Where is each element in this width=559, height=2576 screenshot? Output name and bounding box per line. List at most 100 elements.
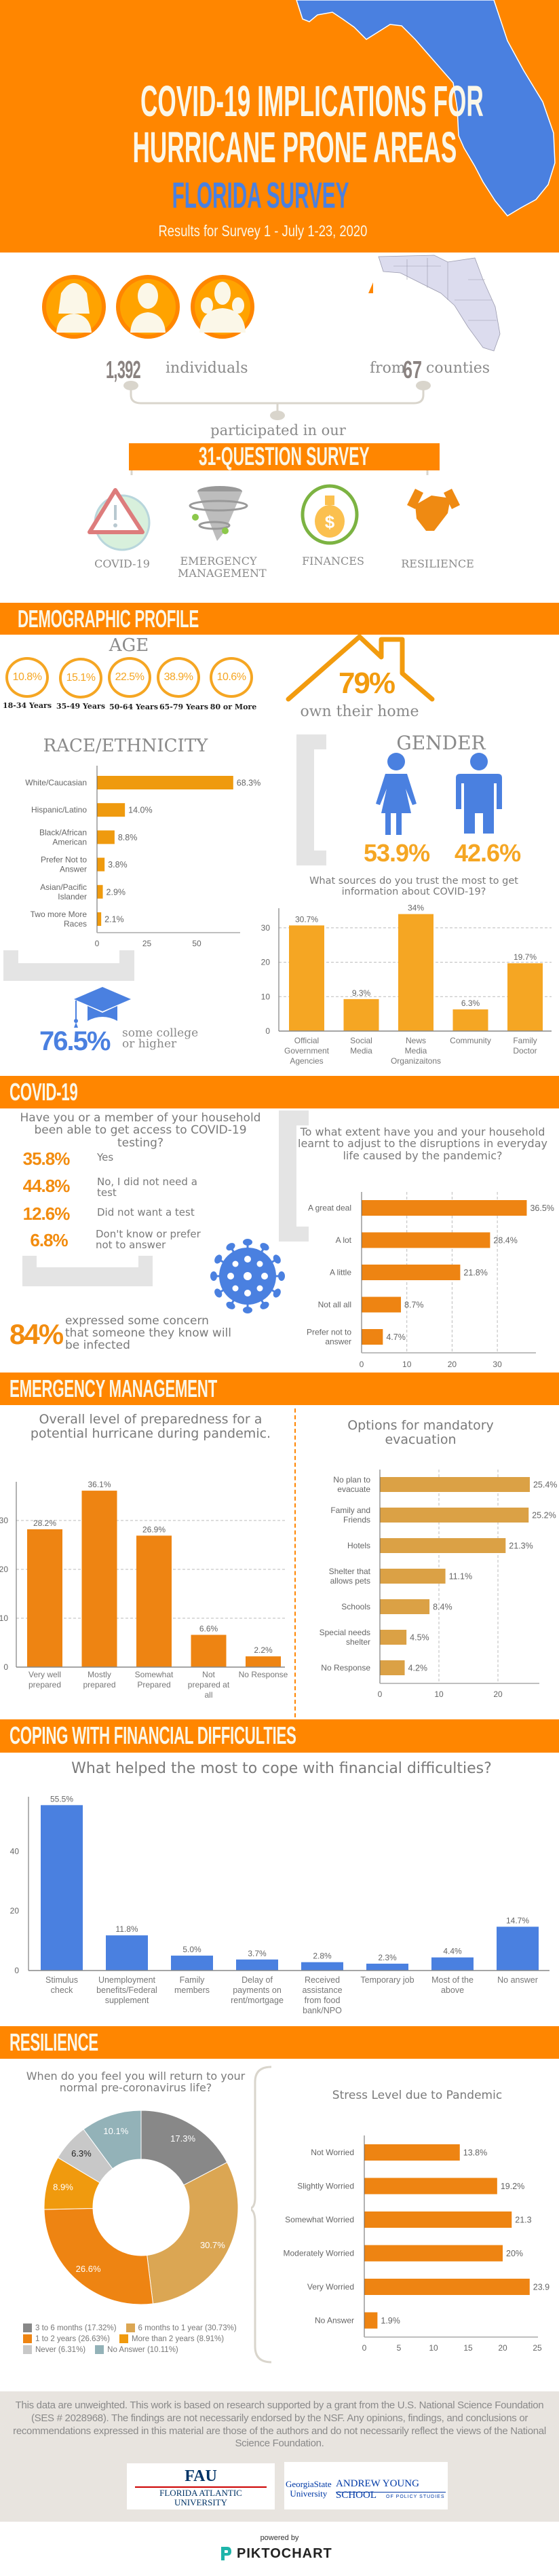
category-label: No Answer xyxy=(315,2316,354,2326)
section-divider xyxy=(294,1408,296,1717)
fau-logo: FAU FLORIDA ATLANTIC UNIVERSITY xyxy=(127,2463,275,2509)
bar-value-label: 36.5% xyxy=(530,1203,554,1213)
title-line-2-wrap: HURRICANE PRONE AREAS xyxy=(0,122,507,172)
bar xyxy=(236,1959,278,1971)
category-label: Temporary job xyxy=(360,1975,414,1985)
evacuation-chart: 25.4% No plan to evacuate 25.2% Family and Fr… xyxy=(320,1470,557,1699)
financial-coping-chart: 55.5% Stimulus check 11.8% Unemployment benef… xyxy=(10,1794,550,2015)
topic-emergency-label: EMERGENCY MANAGEMENT xyxy=(178,555,267,580)
bar xyxy=(452,1009,488,1031)
virus-spike-stem xyxy=(229,1246,235,1254)
bar xyxy=(497,1926,539,1971)
bar xyxy=(97,776,233,789)
slice-label: 8.9% xyxy=(53,2182,73,2192)
tick-label: 0 xyxy=(3,1662,8,1672)
bar xyxy=(364,2279,530,2295)
female-pct: 53.9% xyxy=(364,839,430,867)
money-bag-icon: $ xyxy=(301,484,359,545)
age-label: 80 or More xyxy=(210,703,257,711)
category-label: Hispanic/Latino xyxy=(31,805,87,815)
footer-panel: This data are unweighted. This work is b… xyxy=(0,2391,559,2522)
piktochart-wordmark: PIKTOCHART xyxy=(237,2545,332,2561)
age-circle: 38.9% xyxy=(157,657,200,698)
subtitle-wrap: Results for Survey 1 - July 1-23, 2020 xyxy=(0,222,525,240)
connector-dots xyxy=(123,381,431,420)
bar xyxy=(364,2144,460,2161)
testing-question: Have you or a member of your household b… xyxy=(20,1111,261,1150)
bar-value-label: 2.3% xyxy=(378,1953,397,1962)
from-label: from xyxy=(370,360,406,377)
survey-name-wrap: FLORIDA SURVEY xyxy=(0,174,521,217)
category-label: Official Government Agencies xyxy=(284,1036,330,1066)
adjustment-chart: 36.5% A great deal 28.4% A lot 21.8% A little… xyxy=(307,1192,554,1369)
concern-pct: 84% xyxy=(9,1318,64,1350)
legend-swatch xyxy=(23,2345,32,2354)
testing-answer-label: Yes xyxy=(97,1151,114,1163)
category-label: No Response xyxy=(321,1663,370,1673)
tick-label: 30 xyxy=(261,923,271,933)
bar-value-label: 25.2% xyxy=(532,1511,556,1520)
bar-value-label: 3.7% xyxy=(248,1949,267,1958)
florida-map-icon xyxy=(296,0,556,217)
bracket-decoration xyxy=(279,1227,309,1242)
tick-label: 10 xyxy=(261,992,271,1001)
category-label: Stimulus check xyxy=(45,1975,78,1995)
education-pct: 76.5% xyxy=(39,1026,111,1056)
category-label: No answer xyxy=(497,1975,538,1985)
gsu-logo: GeorgiaState University ANDREW YOUNG SCHO… xyxy=(284,2462,448,2509)
piktochart-logo[interactable]: PIKTOCHART xyxy=(219,2545,332,2562)
bar-value-label: 4.4% xyxy=(443,1947,462,1956)
bar-value-label: 2.1% xyxy=(104,915,124,925)
tick-label: 0 xyxy=(95,939,100,948)
age-label: 65-79 Years xyxy=(159,703,209,711)
bar-value-label: 11.1% xyxy=(449,1572,473,1582)
testing-pct: 6.8% xyxy=(30,1230,68,1250)
graduation-cap-icon xyxy=(74,987,131,1028)
category-label: Special needs shelter xyxy=(320,1628,370,1647)
bracket-decoration xyxy=(3,963,134,981)
demographic-section-header: DEMOGRAPHIC PROFILE xyxy=(0,603,559,635)
stress-question: Stress Level due to Pandemic xyxy=(332,2089,503,2102)
tick-label: 30 xyxy=(493,1360,502,1369)
bar-value-label: 25.4% xyxy=(533,1480,557,1490)
bar-value-label: 68.3% xyxy=(237,779,261,788)
slice-label: 10.1% xyxy=(103,2126,128,2136)
category-label: Two more More Races xyxy=(31,910,88,929)
counties-stat: 67 xyxy=(403,356,430,384)
bar-value-label: 1.9% xyxy=(381,2316,400,2326)
legend-label: 3 to 6 months (17.32%) xyxy=(35,2323,117,2332)
tick-label: 0 xyxy=(362,2343,367,2353)
category-label: Somewhat Prepared xyxy=(135,1670,174,1690)
race-title: RACE/ETHNICITY xyxy=(43,736,208,756)
bar-value-label: 5.0% xyxy=(182,1945,201,1954)
virus-spike-stem xyxy=(260,1246,266,1254)
age-pct: 38.9% xyxy=(163,671,193,683)
tick-label: 10 xyxy=(434,1690,444,1699)
category-label: Family and Friends xyxy=(330,1506,370,1525)
bar-value-label: 2.2% xyxy=(254,1645,273,1655)
bar xyxy=(97,857,105,872)
bar xyxy=(27,1529,62,1667)
emergency-section-header: EMERGENCY MANAGEMENT xyxy=(0,1373,559,1405)
bar-value-label: 8.4% xyxy=(433,1603,452,1612)
age-pct: 10.6% xyxy=(216,671,246,683)
stress-level-chart: 13.8% Not Worried 19.2% Slightly Worried 21.… xyxy=(284,2135,550,2353)
bracket-decoration xyxy=(296,734,326,749)
florida-counties-map-icon xyxy=(368,255,501,352)
covid-section-header: COVID-19 xyxy=(0,1076,559,1108)
bar-value-label: 4.5% xyxy=(410,1633,429,1643)
participated-label: participated in our xyxy=(210,422,346,438)
legend-swatch xyxy=(23,2323,32,2332)
bar xyxy=(380,1660,405,1675)
category-label: Shelter that allows pets xyxy=(329,1567,371,1586)
age-title: AGE xyxy=(109,635,149,656)
testing-answer-label: No, I did not need a test xyxy=(97,1176,197,1199)
education-label: some college or higher xyxy=(122,1026,199,1051)
home-ownership-label: own their home xyxy=(300,703,419,720)
slice-label: 6.3% xyxy=(71,2148,92,2159)
bar xyxy=(362,1296,402,1313)
legend-swatch xyxy=(119,2334,128,2343)
legend-item: 3 to 6 months (17.32%) xyxy=(23,2323,117,2332)
category-label: Family members xyxy=(174,1975,210,1995)
bar xyxy=(362,1200,527,1216)
